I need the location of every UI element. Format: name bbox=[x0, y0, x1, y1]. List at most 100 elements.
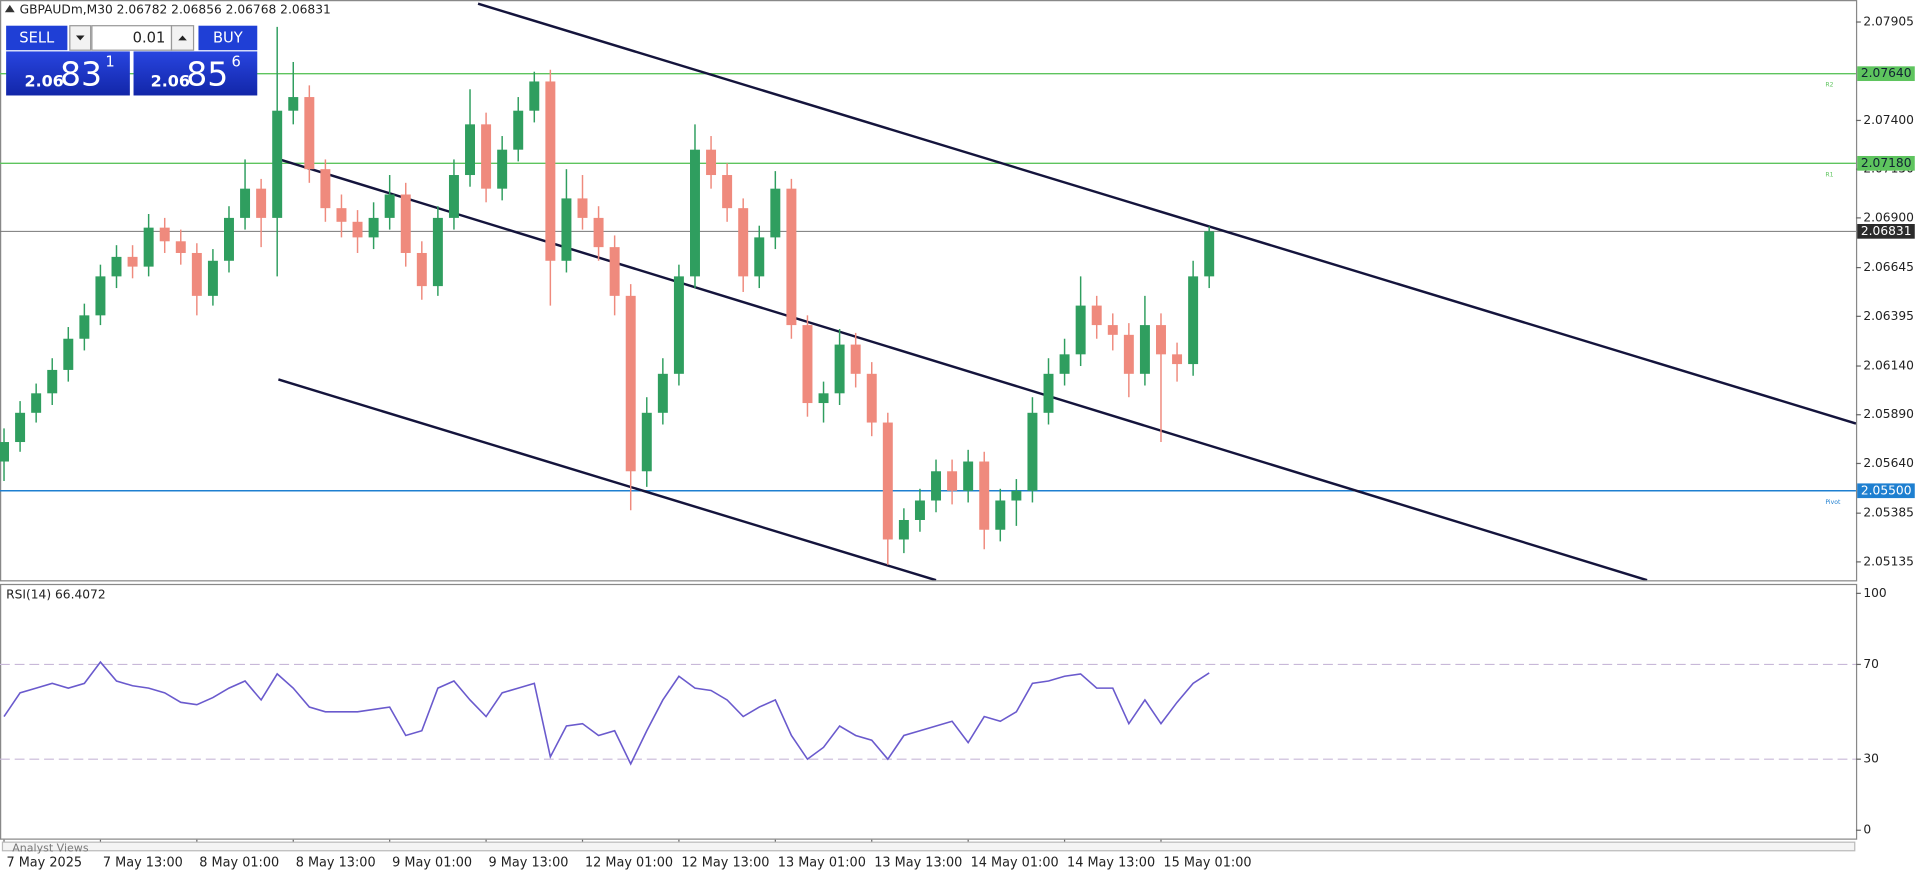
x-tick-label: 7 May 2025 bbox=[6, 855, 82, 870]
rsi-line bbox=[3, 660, 1210, 766]
y-tick-label: 30 bbox=[1863, 752, 1879, 766]
y-tick-label: 2.05385 bbox=[1863, 506, 1914, 520]
ask-box[interactable] bbox=[133, 51, 258, 96]
candle-body bbox=[802, 325, 813, 404]
up-arrow bbox=[178, 35, 187, 41]
candle-body bbox=[31, 393, 42, 413]
candle-body bbox=[448, 175, 459, 218]
candle-body bbox=[1107, 325, 1118, 335]
y-tick-label: 2.07400 bbox=[1863, 113, 1914, 127]
candle-body bbox=[609, 247, 620, 296]
trendline bbox=[477, 2, 1856, 425]
x-tick-label: 14 May 13:00 bbox=[1067, 855, 1155, 870]
candle-body bbox=[352, 221, 363, 238]
rsi-plot bbox=[0, 660, 1856, 766]
candle-body bbox=[1059, 354, 1070, 374]
y-tick-label: 2.07905 bbox=[1863, 15, 1914, 29]
x-tick-label: 13 May 01:00 bbox=[778, 855, 866, 870]
y-tick-label: 2.05640 bbox=[1863, 456, 1914, 470]
level-name: R1 bbox=[1825, 171, 1833, 178]
candle-body bbox=[963, 461, 974, 491]
candle-body bbox=[513, 110, 524, 150]
bid-sup: 1 bbox=[105, 53, 114, 70]
sell-button[interactable] bbox=[6, 25, 68, 51]
candle-body bbox=[641, 412, 652, 472]
candle-body bbox=[738, 208, 749, 277]
candle-body bbox=[850, 344, 861, 374]
x-tick-label: 7 May 13:00 bbox=[103, 855, 183, 870]
candle-body bbox=[947, 471, 958, 491]
x-tick-label: 13 May 13:00 bbox=[874, 855, 962, 870]
ask-big: 2.06 bbox=[151, 72, 190, 91]
candle-body bbox=[224, 217, 234, 261]
sell-label: SELL bbox=[19, 30, 55, 47]
candle-body bbox=[866, 373, 877, 423]
candle-body bbox=[577, 198, 588, 218]
candle-body bbox=[770, 188, 781, 238]
candle-body bbox=[1204, 231, 1215, 277]
candle-body bbox=[706, 149, 717, 176]
candle-body bbox=[898, 519, 909, 540]
collapse-icon[interactable] bbox=[4, 4, 15, 13]
candle-body bbox=[272, 110, 283, 218]
price-panel-frame bbox=[0, 0, 1858, 582]
candle-body bbox=[432, 217, 443, 287]
current-price-box bbox=[1857, 224, 1915, 239]
level-price-label: 2.07180 bbox=[1861, 156, 1912, 170]
y-tick-label: 2.05135 bbox=[1863, 554, 1914, 568]
bid-big: 2.06 bbox=[25, 72, 64, 91]
level-price-box bbox=[1857, 483, 1915, 499]
candle-body bbox=[561, 198, 572, 261]
candle-body bbox=[207, 260, 218, 296]
level-name: R2 bbox=[1825, 82, 1833, 89]
candle-body bbox=[1011, 490, 1022, 501]
candle-body bbox=[1027, 412, 1038, 491]
rsi-title: RSI(14) 66.4072 bbox=[6, 587, 106, 601]
candle-body bbox=[416, 252, 427, 287]
y-tick-label: 2.06395 bbox=[1863, 309, 1914, 323]
candle-body bbox=[175, 241, 186, 253]
x-tick-label: 9 May 13:00 bbox=[489, 855, 569, 870]
price-plot: R2 R1 Pivot bbox=[0, 2, 1856, 581]
footer-tab-bar bbox=[1, 841, 1856, 852]
one-click-trading: SELL 0.01 BUY 2.06 83 1 2.06 85 6 bbox=[6, 25, 258, 96]
candle-body bbox=[47, 369, 58, 394]
y-tick-label: 2.05890 bbox=[1863, 407, 1914, 421]
candle-body bbox=[754, 237, 765, 277]
candle-body bbox=[882, 422, 893, 540]
candle-body bbox=[304, 97, 315, 170]
candle-body bbox=[368, 217, 379, 238]
candle-body bbox=[1075, 305, 1086, 355]
x-tick-label: 8 May 13:00 bbox=[296, 855, 376, 870]
candle-body bbox=[0, 442, 9, 462]
buy-button[interactable] bbox=[198, 25, 258, 51]
candle-body bbox=[159, 227, 170, 242]
candle-body bbox=[979, 461, 990, 530]
y-tick-label: 2.06900 bbox=[1863, 210, 1914, 224]
bid-box[interactable] bbox=[6, 51, 130, 96]
candle-body bbox=[1139, 325, 1150, 374]
current-price-label: 2.06831 bbox=[1861, 224, 1912, 238]
candle-body bbox=[481, 124, 492, 189]
candle-body bbox=[95, 276, 106, 316]
candle-body bbox=[786, 188, 797, 326]
candle-body bbox=[1091, 305, 1102, 326]
footer-tab[interactable]: Analyst Views bbox=[12, 841, 89, 854]
candle-body bbox=[818, 393, 829, 404]
candle-body bbox=[384, 194, 395, 218]
candle-body bbox=[288, 97, 299, 111]
candle-body bbox=[914, 500, 925, 520]
candle-body bbox=[657, 373, 668, 413]
ask-main: 85 bbox=[186, 54, 228, 93]
x-tick-label: 14 May 01:00 bbox=[971, 855, 1059, 870]
volume-input[interactable] bbox=[91, 25, 173, 51]
trendline bbox=[278, 157, 1648, 581]
x-tick-label: 12 May 01:00 bbox=[585, 855, 673, 870]
volume-value: 0.01 bbox=[133, 30, 166, 47]
y-tick-label: 2.06140 bbox=[1863, 359, 1914, 373]
candle-body bbox=[497, 149, 508, 189]
candle-body bbox=[1043, 373, 1054, 413]
candle-body bbox=[256, 188, 267, 218]
